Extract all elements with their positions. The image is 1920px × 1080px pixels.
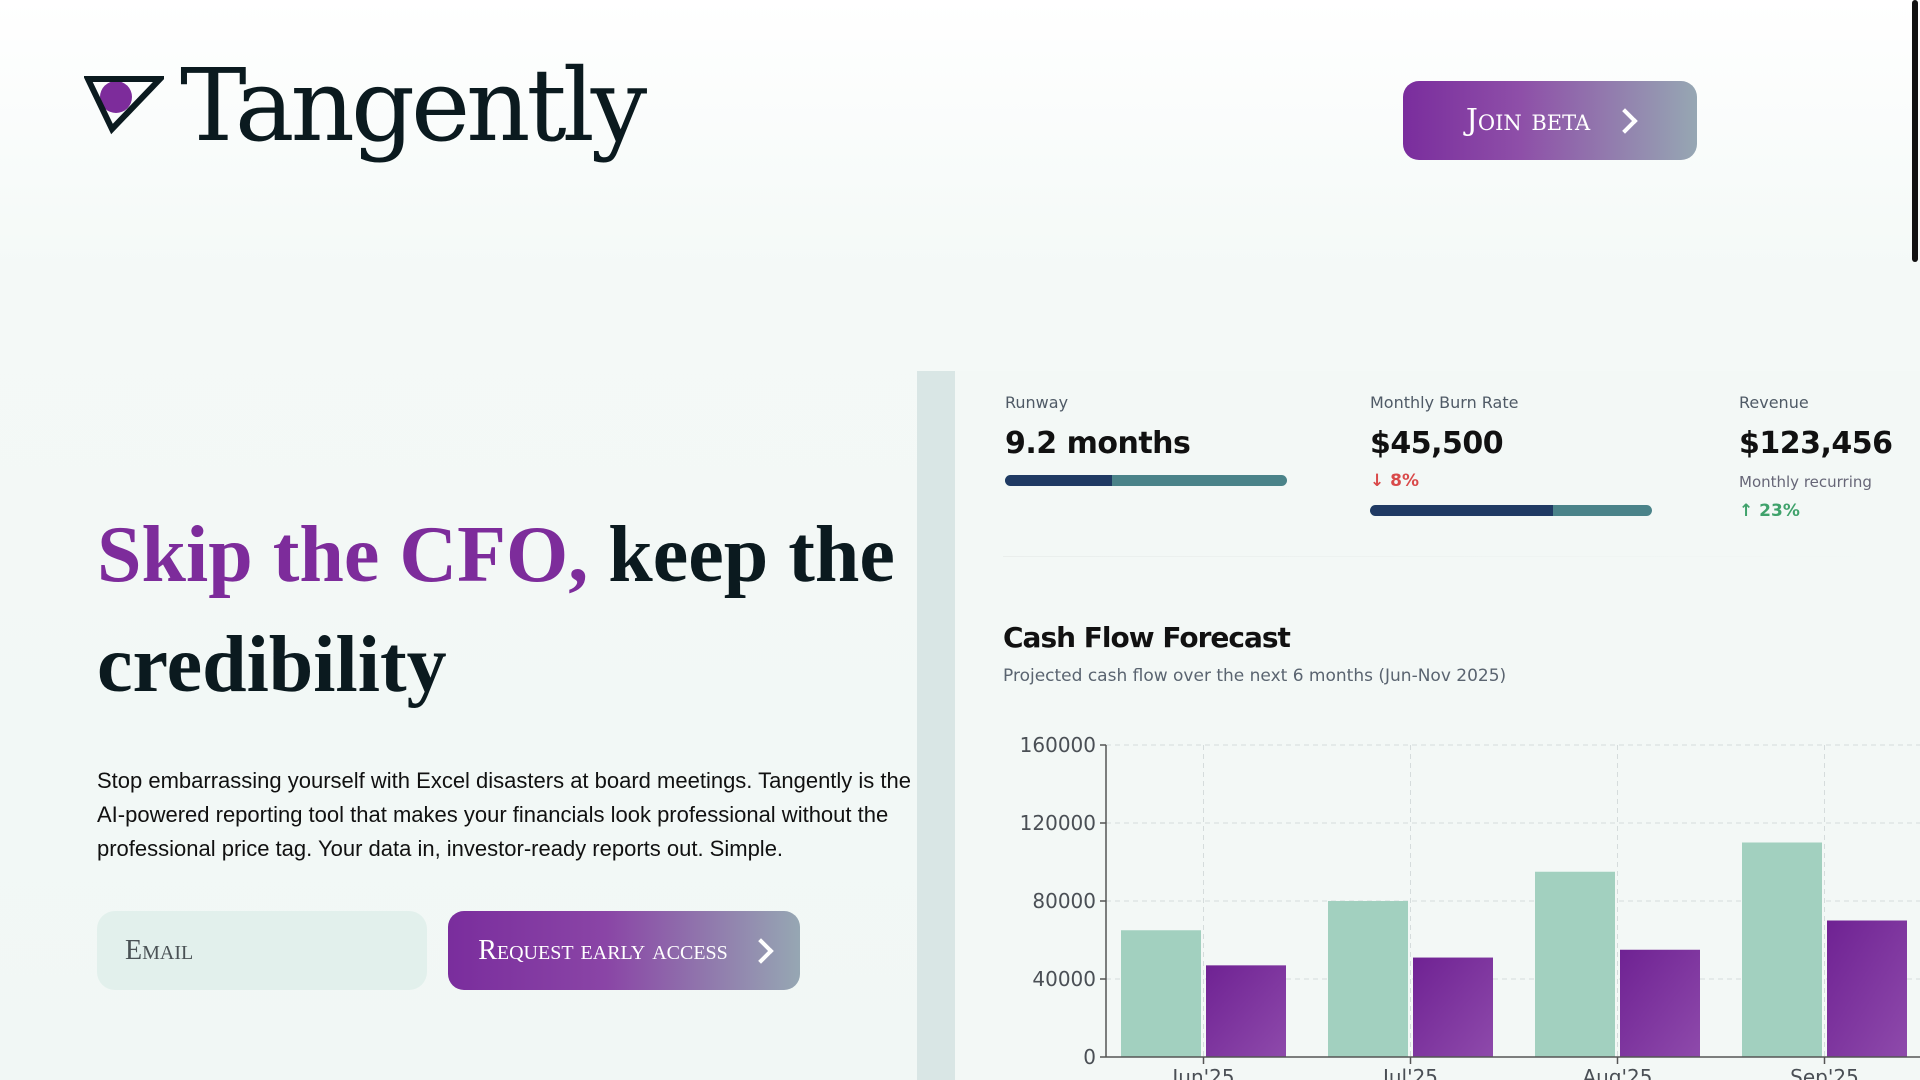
chevron-right-icon [1612,107,1638,134]
y-tick-label: 80000 [1032,889,1096,913]
arrow-up-icon: ↑ [1739,501,1760,521]
metric-revenue: Revenue $123,456 Monthly recurring ↑ 23% [1739,393,1920,521]
metric-label: Revenue [1739,393,1809,412]
metric-value: $123,456 [1739,426,1893,461]
headline-rest: keep the credibility [97,511,895,709]
bar-series-a [1328,901,1408,1057]
headline-accent: Skip the CFO, [97,511,589,599]
metric-value: 9.2 months [1005,426,1191,461]
preview-divider [917,371,955,1080]
revenue-delta: ↑ 23% [1739,501,1920,521]
email-input[interactable] [97,911,427,990]
y-tick-label: 0 [1083,1045,1096,1069]
y-tick-label: 120000 [1020,811,1096,835]
bar-series-b [1413,957,1493,1057]
runway-progress [1005,475,1287,486]
x-tick-label: Sep'25 [1790,1065,1859,1080]
x-tick-label: Jun'25 [1170,1065,1234,1080]
chart-subtitle: Projected cash flow over the next 6 mont… [1003,666,1507,686]
bar-series-b [1206,965,1286,1057]
metric-label: Runway [1005,393,1069,412]
request-access-button[interactable]: Request early access [448,911,800,990]
burn-delta: ↓ 8% [1370,471,1652,491]
delta-value: 23% [1759,501,1800,521]
y-tick-label: 160000 [1020,733,1096,757]
bar-series-b [1827,920,1907,1057]
triangle-dot-logo-icon [84,76,164,135]
progress-fill [1370,505,1554,516]
join-beta-button[interactable]: Join beta [1403,81,1697,160]
hero-headline: Skip the CFO, keep the credibility [97,500,927,720]
cash-flow-chart: 0 40000 80000 120000 160000 Jun'25 Jul'25 Aug'2… [1020,733,1920,1080]
brand-logo[interactable]: Tangently [84,47,647,164]
bar-series-a [1742,842,1822,1057]
chevron-right-icon [748,937,774,964]
page-scrollbar[interactable] [1912,0,1918,262]
burn-progress [1370,505,1652,516]
progress-fill [1005,475,1113,486]
dashboard-preview: Runway 9.2 months Monthly Burn Rate $45,… [955,371,1920,1080]
join-beta-label: Join beta [1465,103,1591,138]
y-tick-label: 40000 [1032,967,1096,991]
metric-runway: Runway 9.2 months [1005,393,1287,486]
metric-separator [1003,556,1903,557]
metric-burn-rate: Monthly Burn Rate $45,500 ↓ 8% [1370,393,1652,516]
metric-sub: Monthly recurring [1739,473,1872,491]
x-tick-label: Aug'25 [1583,1065,1653,1080]
bar-series-a [1535,871,1615,1057]
metric-value: $45,500 [1370,426,1504,461]
delta-value: 8% [1390,471,1420,491]
brand-name: Tangently [180,47,647,164]
request-access-label: Request early access [478,934,728,966]
hero-subtext: Stop embarrassing yourself with Excel di… [97,768,911,861]
bar-series-a [1121,930,1201,1057]
x-tick-label: Jul'25 [1381,1065,1438,1080]
chart-title: Cash Flow Forecast [1003,621,1291,654]
metric-label: Monthly Burn Rate [1370,393,1519,412]
arrow-down-icon: ↓ [1370,471,1391,491]
bar-series-b [1620,949,1700,1057]
